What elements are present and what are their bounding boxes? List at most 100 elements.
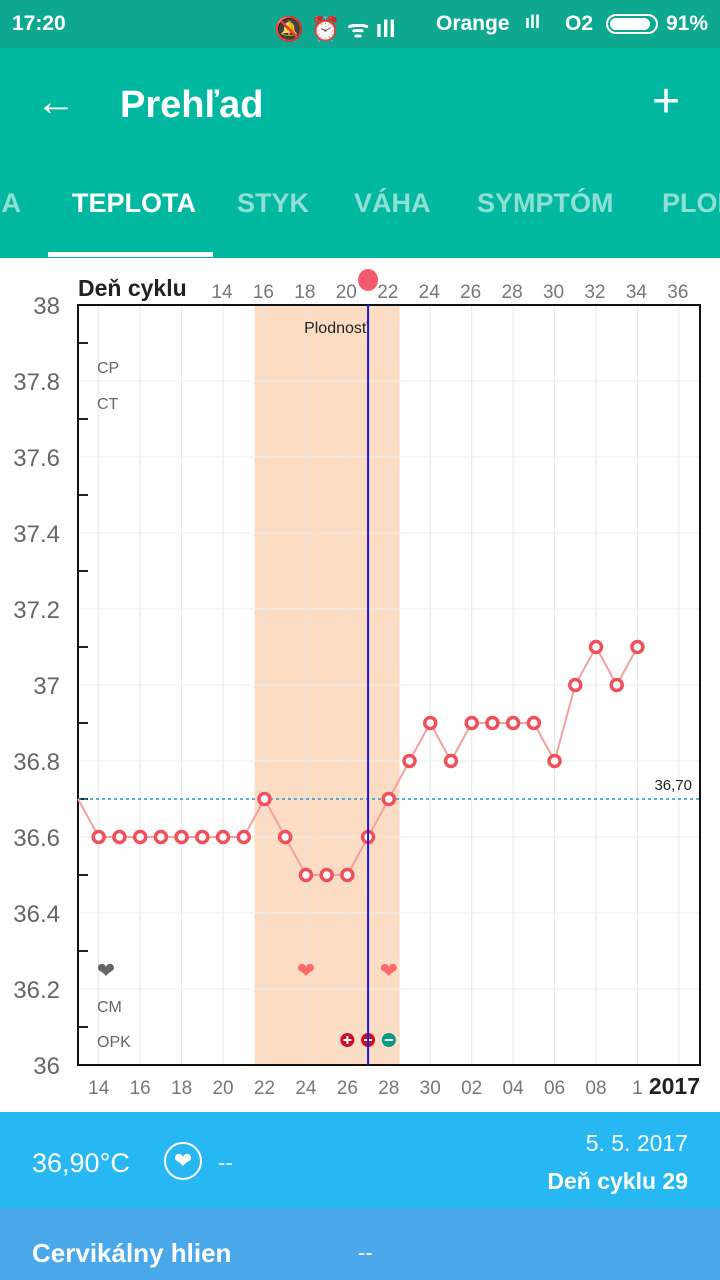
temperature-point	[153, 829, 169, 845]
cycle-day-tick: 34	[626, 282, 648, 303]
temperature-point	[588, 639, 604, 655]
y-tick-label: 36.2	[13, 977, 60, 1004]
temperature-point	[547, 753, 562, 769]
y-tick-label: 38	[33, 293, 60, 320]
tab-indicator	[48, 252, 213, 257]
plot-frame	[77, 304, 701, 1066]
heart-icon: ❤	[164, 1142, 202, 1180]
date-tick: 28	[378, 1078, 399, 1099]
coverline-label: 36,70	[654, 777, 692, 794]
year-label: 2017	[649, 1073, 700, 1099]
row-label: CT	[97, 396, 119, 413]
cycle-day-tick: 24	[419, 282, 441, 303]
status-icons: 🔕 ⏰ ᯤ ıll	[274, 16, 396, 43]
tab-ia[interactable]: IA	[0, 188, 21, 218]
temperature-point	[443, 753, 459, 769]
date-tick: 30	[420, 1078, 441, 1099]
tab-vaha[interactable]: VÁHA	[354, 188, 431, 218]
temperature-point	[630, 639, 645, 655]
temperature-point	[422, 715, 438, 731]
plus-icon[interactable]: +	[652, 75, 681, 128]
intercourse-heart-icon: ❤	[297, 958, 315, 983]
row-label: CP	[97, 360, 119, 377]
signal-icon: ıll	[525, 12, 541, 32]
day-info-panel[interactable]: 36,90°C ❤ -- 5. 5. 2017 Deň cyklu 29	[0, 1112, 720, 1208]
y-tick-label: 36	[33, 1053, 60, 1080]
temperature-chart[interactable]: 36 36.2 36.4 36.6 36.8 37 37.2 37.4 37.6 37.8 38 De…	[0, 258, 720, 1112]
temperature-point	[277, 829, 293, 845]
temperature-point	[112, 829, 127, 845]
temperature-point	[340, 867, 355, 883]
date-tick: 18	[171, 1078, 192, 1099]
row-label: CM	[97, 999, 122, 1016]
temperature-point	[402, 753, 417, 769]
temperature-value: 36,90°C	[32, 1148, 130, 1178]
cycle-day-tick: 30	[543, 282, 564, 303]
y-tick-label: 37	[33, 673, 60, 700]
battery-icon	[606, 14, 658, 34]
date: 5. 5. 2017	[585, 1130, 688, 1156]
arrow-left-icon[interactable]: ←	[36, 80, 76, 124]
tab-styk[interactable]: STYK	[237, 188, 310, 218]
carrier1: Orange	[436, 12, 510, 35]
temperature-point	[215, 829, 231, 845]
cycle-day-tick: 20	[336, 282, 357, 303]
temperature-point	[132, 829, 148, 845]
cycle-day-tick: 18	[294, 282, 315, 303]
cm-value: --	[358, 1240, 373, 1265]
date-tick: 14	[88, 1078, 110, 1099]
y-tick-label: 36.8	[13, 749, 60, 776]
y-tick-label: 37.8	[13, 369, 60, 396]
carrier2: O2	[565, 12, 594, 35]
heart-icon: ❤	[97, 958, 115, 983]
temperature-point	[464, 715, 479, 731]
status-bar: 17:20 🔕 ⏰ ᯤ ıll Orange ıll O2 91%	[0, 0, 720, 48]
battery-level: 91%	[666, 12, 709, 35]
selected-day-handle	[358, 269, 379, 291]
row-label: OPK	[97, 1034, 131, 1051]
tab-symptom[interactable]: SYMPTÓM	[477, 188, 614, 218]
intercourse-heart-icon: ❤	[380, 958, 398, 983]
y-tick-label: 37.2	[13, 597, 60, 624]
fertile-window-label: Plodnosť	[304, 320, 369, 337]
heart-value: --	[218, 1150, 233, 1175]
cm-label: Cervikálny hlien	[32, 1238, 232, 1268]
y-tick-label: 37.4	[13, 521, 60, 548]
temperature-point	[526, 715, 542, 731]
cervical-mucus-row[interactable]: Cervikálny hlien --	[0, 1208, 720, 1280]
temperature-line	[77, 644, 639, 876]
temperature-point	[257, 791, 272, 807]
date-tick: 26	[337, 1078, 358, 1099]
date-tick: 16	[130, 1078, 151, 1099]
date-tick: 06	[544, 1078, 565, 1099]
cycle-day-tick: 22	[377, 282, 398, 303]
app-bar: ← Prehľad + IA TEPLOTA STYK VÁHA SYMPTÓM…	[0, 48, 720, 258]
cycle-day-tick: 16	[253, 282, 274, 303]
temperature-point	[485, 715, 500, 731]
temperature-point	[505, 715, 521, 731]
temperature-point	[298, 867, 314, 883]
date-tick: 20	[212, 1078, 233, 1099]
temperature-point	[91, 829, 106, 845]
cycle-day-tick: 26	[460, 282, 481, 303]
temperature-point	[174, 829, 189, 845]
tab-teplota[interactable]: TEPLOTA	[72, 188, 196, 218]
y-tick-label: 36.4	[13, 901, 60, 928]
temperature-point	[319, 867, 334, 883]
cycle-day-tick: 14	[211, 282, 233, 303]
date-tick: 22	[254, 1078, 275, 1099]
date-tick: 02	[461, 1078, 482, 1099]
y-tick-label: 36.6	[13, 825, 60, 852]
date-tick: 08	[585, 1078, 606, 1099]
date-tick: 04	[503, 1078, 525, 1099]
temperature-point	[236, 829, 252, 845]
cycle-day-tick: 32	[584, 282, 605, 303]
tab-plod[interactable]: PLOD	[662, 188, 720, 218]
date-tick: 24	[295, 1078, 317, 1099]
cycle-day-tick: 36	[667, 282, 688, 303]
cycle-day: Deň cyklu 29	[547, 1168, 688, 1194]
cycle-day-tick: 28	[502, 282, 523, 303]
date-tick: 1	[632, 1078, 643, 1099]
page-title: Prehľad	[120, 84, 264, 126]
temperature-point	[568, 677, 583, 693]
